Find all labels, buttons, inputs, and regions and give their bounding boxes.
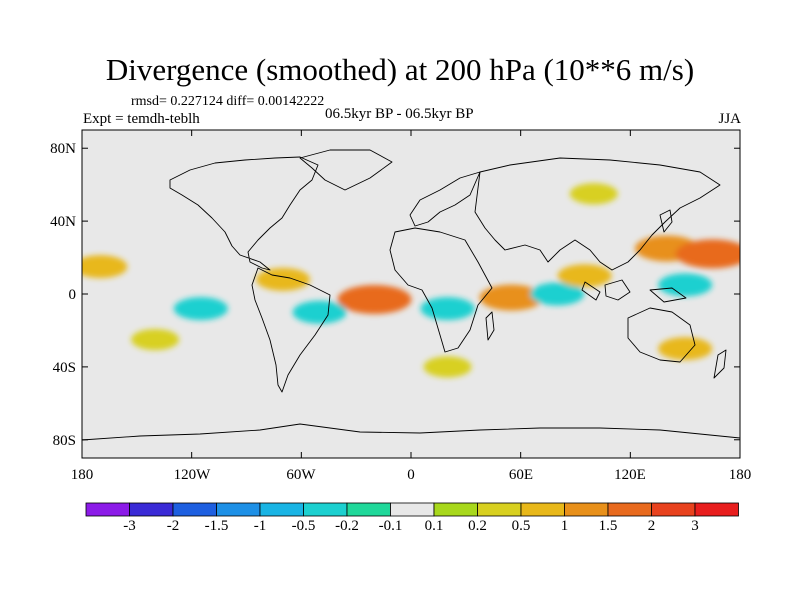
lat-tick-label: 0: [68, 287, 77, 303]
colorbar-label: 0.5: [511, 518, 531, 534]
lat-tick-label: 80S: [52, 433, 76, 449]
lat-tick-label: 40N: [50, 214, 76, 230]
divergence-field: [82, 183, 740, 378]
lon-tick-label: 60E: [508, 467, 534, 483]
lon-tick-label: 180: [728, 467, 752, 483]
colorbar-swatch: [216, 502, 261, 517]
coastline-japan: [659, 209, 673, 233]
coastline-north-america: [169, 156, 319, 271]
colorbar-label: -0.5: [291, 518, 316, 534]
colorbar-label: -0.2: [335, 518, 359, 534]
coastline-sumatra: [581, 281, 601, 301]
colorbar-swatch: [433, 502, 478, 517]
colorbar-swatch: [520, 502, 565, 517]
colorbar-label: -1.5: [204, 518, 229, 534]
colorbar-label: 0.2: [468, 518, 487, 534]
colorbar-swatch: [607, 502, 652, 517]
divergence-region: [658, 273, 713, 297]
coastline-antarctica: [82, 423, 740, 441]
coastline-new-zealand: [713, 349, 727, 379]
lon-tick-label: 0: [407, 467, 415, 483]
divergence-region: [82, 255, 128, 279]
period-label: 06.5kyr BP - 06.5kyr BP: [325, 106, 474, 122]
colorbar-label: -1: [253, 518, 267, 534]
colorbar-swatch: [564, 502, 609, 517]
divergence-region: [675, 239, 740, 269]
experiment-label: Expt = temdh-teblh: [83, 111, 200, 127]
coastlines: [82, 149, 740, 441]
coastline-borneo: [604, 279, 631, 301]
divergence-region: [292, 300, 347, 324]
colorbar-swatch: [172, 502, 217, 517]
colorbar-swatch: [694, 502, 739, 517]
colorbar-swatch: [651, 502, 696, 517]
colorbar-label: 1: [560, 518, 569, 534]
lat-tick-label: 80N: [50, 141, 76, 157]
colorbar-label: 0.1: [424, 518, 444, 534]
coastline-south-america: [251, 267, 331, 393]
divergence-region: [569, 183, 618, 205]
colorbar-swatch: [85, 502, 130, 517]
coastline-asia: [474, 157, 721, 271]
colorbar-swatch: [346, 502, 391, 517]
divergence-region: [173, 297, 228, 321]
colorbar-label: 1.5: [598, 518, 618, 534]
divergence-region: [131, 328, 180, 351]
coastline-madagascar: [485, 311, 495, 341]
coastline-europe: [409, 171, 481, 227]
plot-title: Divergence (smoothed) at 200 hPa (10**6 …: [105, 52, 695, 87]
lat-tick-label: 40S: [52, 360, 76, 376]
lon-tick-label: 60W: [286, 467, 316, 483]
lon-tick-label: 120E: [614, 467, 646, 483]
coastline-australia: [627, 307, 696, 363]
divergence-region: [479, 284, 544, 311]
divergence-region: [423, 356, 472, 378]
colorbar-swatch: [259, 502, 304, 517]
coastline-new-guinea: [649, 287, 687, 303]
colorbar-swatch: [129, 502, 174, 517]
divergence-region: [420, 297, 475, 321]
map-background: [82, 130, 740, 458]
colorbar-label: 2: [647, 518, 656, 534]
axis-ticks: [81, 130, 741, 458]
colorbar: [85, 502, 739, 517]
coastline-greenland: [299, 149, 393, 191]
divergence-region: [337, 284, 412, 314]
stats-label: rmsd= 0.227124 diff= 0.00142222: [131, 94, 325, 109]
colorbar-swatch: [477, 502, 522, 517]
colorbar-swatch: [303, 502, 348, 517]
colorbar-swatch: [390, 502, 435, 517]
lon-tick-label: 180: [70, 467, 94, 483]
colorbar-label: -2: [166, 518, 180, 534]
lon-tick-label: 120W: [173, 467, 211, 483]
colorbar-label: -3: [123, 518, 136, 534]
divergence-region: [557, 264, 612, 288]
divergence-region: [658, 337, 713, 361]
colorbar-label: 3: [691, 518, 699, 534]
colorbar-label: -0.1: [378, 518, 403, 534]
coastline-africa: [389, 227, 493, 353]
divergence-region: [530, 282, 585, 306]
season-label: JJA: [718, 111, 741, 127]
